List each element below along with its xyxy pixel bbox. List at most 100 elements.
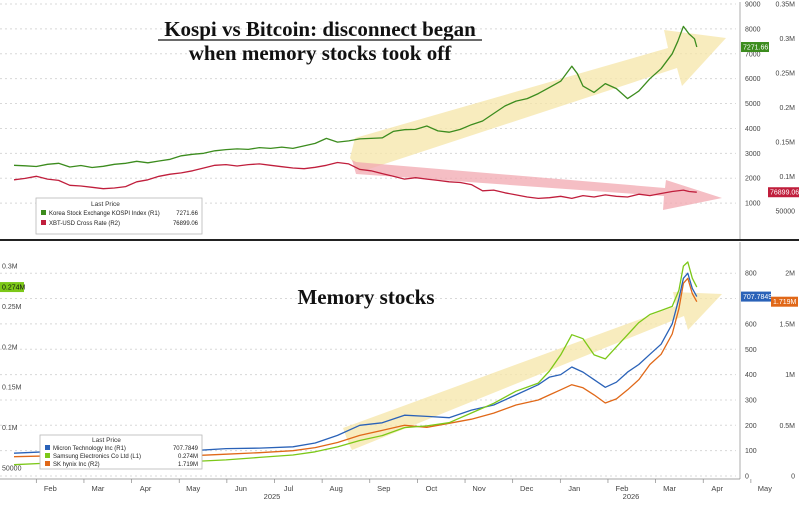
bottom-title: Memory stocks (297, 285, 434, 309)
top-series-lines (13, 25, 698, 200)
bottom-series-lines (13, 261, 698, 466)
bottom-axis-left: 0.3M 0.25M 0.2M 0.15M 0.1M 50000 (2, 264, 22, 473)
x-tick-label: Feb (615, 484, 628, 493)
top-outer-tick-label: 0.2M (779, 105, 795, 112)
top-inner-tick-label: 5000 (745, 101, 761, 108)
top-outer-tick-label: 50000 (776, 208, 796, 215)
top-outer-tick-label: 0.1M (779, 174, 795, 181)
year-label: 2026 (623, 492, 640, 501)
samsung-legend-label: Samsung Electronics Co Ltd (L1) (53, 454, 141, 460)
bottom-left-tick-label: 0.3M (2, 264, 18, 271)
skhynix-last-tag: 1.719M (771, 296, 798, 307)
x-tick-label: Dec (520, 484, 534, 493)
btc-last-tag-text: 76899.06 (770, 190, 799, 197)
bottom-inner-tick-label: 300 (745, 397, 757, 404)
samsung-last-tag-text: 0.274M (2, 285, 26, 292)
x-tick-label: May (758, 484, 772, 493)
btc-legend-value: 76899.06 (173, 221, 199, 227)
skhynix-legend-value: 1.719M (178, 462, 198, 468)
top-inner-tick-label: 9000 (745, 2, 761, 9)
btc-legend-label: XBT-USD Cross Rate (R2) (49, 221, 120, 227)
kospi-last-tag-text: 7271.66 (743, 45, 768, 52)
micron-legend-swatch (45, 445, 50, 450)
kospi-line (13, 25, 698, 169)
x-tick-label: Mar (91, 484, 104, 493)
bottom-left-tick-label: 0.1M (2, 425, 18, 432)
bottom-left-tick-label: 0.15M (2, 385, 22, 392)
bottom-outer-tick-label: 1M (785, 372, 795, 379)
top-inner-tick-label: 6000 (745, 76, 761, 83)
memory-trend-arrow (343, 292, 722, 450)
bottom-inner-tick-label: 800 (745, 271, 757, 278)
x-tick-label: Apr (140, 484, 152, 493)
bottom-legend-header: Last Price (92, 437, 121, 444)
kospi-legend-value: 7271.66 (176, 211, 198, 217)
bottom-left-tick-label: 0.25M (2, 304, 22, 311)
top-trend-arrows (350, 30, 726, 210)
top-title-line1: Kospi vs Bitcoin: disconnect began (164, 17, 476, 41)
top-axis-right-outer: 0.35M 0.3M 0.25M 0.2M 0.15M 0.1M 50000 (776, 2, 796, 216)
bottom-trend-arrows (343, 292, 722, 450)
top-outer-tick-label: 0.3M (779, 36, 795, 43)
bottom-inner-tick-label: 500 (745, 347, 757, 354)
bottom-inner-tick-label: 0 (745, 474, 749, 481)
bitcoin-line (13, 161, 697, 200)
top-outer-tick-label: 0.35M (776, 2, 796, 9)
bitcoin-trend-arrow (352, 160, 722, 210)
bottom-legend-box (39, 434, 203, 470)
samsung-legend-swatch (45, 453, 50, 458)
x-tick-label: Jan (568, 484, 580, 493)
micron-last-tag-text: 707.7849 (743, 294, 772, 301)
top-inner-tick-label: 7000 (745, 51, 761, 58)
x-tick-label: Feb (44, 484, 57, 493)
x-axis: Feb Mar Apr May Jun Jul Aug Sep Oct Nov Dec Jan Feb M… (35, 479, 772, 501)
x-tick-label: Jun (235, 484, 247, 493)
bottom-outer-tick-label: 0.5M (779, 423, 795, 430)
btc-last-tag: 76899.06 (768, 187, 799, 198)
skhynix-line (13, 277, 698, 459)
top-inner-tick-label: 8000 (745, 26, 761, 33)
micron-line (13, 272, 698, 454)
top-inner-tick-label: 1000 (745, 201, 761, 208)
top-legend-box (35, 197, 203, 235)
bottom-axis-right-inner: 8007006005004003002001000 (739, 242, 757, 481)
x-tick-label: May (186, 484, 200, 493)
bottom-legend: Last Price Micron Technology Inc (R1) 70… (39, 434, 203, 470)
top-outer-tick-label: 0.15M (776, 139, 796, 146)
bottom-inner-tick-label: 400 (745, 372, 757, 379)
bottom-left-tick-label: 50000 (2, 465, 22, 472)
top-inner-tick-label: 4000 (745, 126, 761, 133)
x-tick-label: Sep (377, 484, 390, 493)
kospi-legend-label: Korea Stock Exchange KOSPI Index (R1) (49, 211, 160, 217)
btc-legend-swatch (41, 220, 46, 225)
skhynix-legend-label: SK hynix Inc (R2) (53, 462, 100, 468)
top-outer-tick-label: 0.25M (776, 70, 796, 77)
bottom-outer-tick-label: 1.5M (779, 321, 795, 328)
top-inner-tick-label: 3000 (745, 151, 761, 158)
top-legend-header: Last Price (91, 201, 120, 208)
bottom-inner-tick-label: 200 (745, 423, 757, 430)
top-axis-right-inner: 9000 8000 7000 6000 5000 4000 3000 2000 1000 (739, 2, 761, 240)
x-tick-label: Apr (711, 484, 723, 493)
bottom-outer-tick-label: 0 (791, 474, 795, 481)
top-last-value-tags: 7271.66 76899.06 (741, 42, 799, 198)
micron-legend-label: Micron Technology Inc (R1) (53, 446, 126, 452)
skhynix-last-tag-text: 1.719M (773, 299, 797, 306)
bottom-axis-right-outer: 2M 1.5M 1M 0.5M 0 (779, 271, 795, 481)
year-label: 2025 (264, 492, 281, 501)
bottom-inner-tick-label: 600 (745, 321, 757, 328)
samsung-last-tag: 0.274M (0, 282, 26, 293)
top-inner-tick-label: 2000 (745, 176, 761, 183)
x-tick-label: Nov (472, 484, 486, 493)
x-tick-label: Oct (426, 484, 439, 493)
x-tick-label: Aug (329, 484, 342, 493)
samsung-legend-value: 0.274M (178, 454, 198, 460)
skhynix-legend-swatch (45, 461, 50, 466)
micron-legend-value: 707.7849 (173, 446, 199, 452)
kospi-last-tag: 7271.66 (741, 42, 769, 53)
top-title-line2: when memory stocks took off (189, 41, 452, 65)
samsung-line (13, 261, 698, 466)
bottom-left-tick-label: 0.2M (2, 344, 18, 351)
